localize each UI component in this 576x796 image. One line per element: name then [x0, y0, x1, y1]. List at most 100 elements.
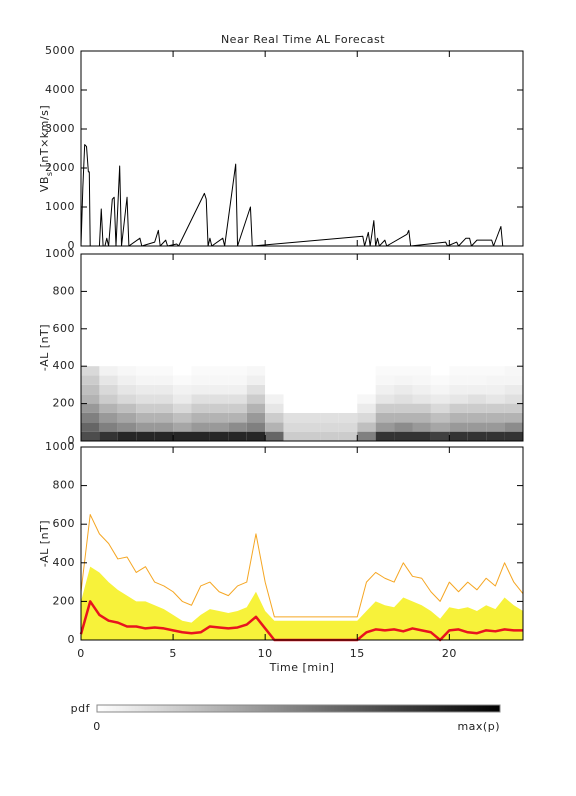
heatmap-cell	[302, 422, 321, 432]
heatmap-cell	[265, 394, 284, 404]
y-tick-label: 2000	[45, 161, 75, 174]
y-tick-label: 800	[53, 479, 76, 492]
heatmap-cell	[486, 366, 505, 376]
heatmap-cell	[430, 366, 450, 376]
heatmap-cell	[246, 412, 266, 423]
heatmap-cell	[302, 403, 321, 413]
heatmap-cell	[486, 375, 505, 385]
heatmap-cell	[357, 403, 376, 413]
heatmap-cell	[228, 394, 247, 404]
heatmap-cell	[338, 412, 358, 423]
heatmap-cell	[504, 403, 523, 413]
heatmap-cell	[99, 403, 118, 413]
heatmap-cell	[136, 431, 155, 441]
heatmap-cell	[191, 431, 210, 441]
heatmap-cell	[430, 412, 450, 423]
heatmap-cell	[246, 403, 266, 413]
heatmap-cell	[154, 366, 174, 376]
heatmap-cell	[283, 422, 302, 432]
heatmap-cell	[99, 375, 118, 385]
heatmap-cell	[117, 412, 137, 423]
heatmap-cell	[467, 412, 487, 423]
heatmap-cell	[136, 412, 155, 423]
heatmap-cell	[467, 422, 487, 432]
x-tick-label: 0	[77, 647, 85, 660]
heatmap-cell	[486, 403, 505, 413]
y-axis-label: -AL [nT]	[38, 324, 51, 371]
heatmap-cell	[504, 422, 523, 432]
heatmap-cell	[191, 375, 210, 385]
heatmap-cell	[283, 431, 302, 441]
heatmap-cell	[302, 366, 321, 376]
heatmap-cell	[394, 412, 413, 423]
heatmap-cell	[302, 431, 321, 441]
heatmap-cell	[265, 403, 284, 413]
y-tick-label: 600	[53, 517, 76, 530]
heatmap-cell	[504, 431, 523, 441]
heatmap-cell	[320, 422, 339, 432]
x-tick-label: 10	[258, 647, 273, 660]
heatmap-cell	[430, 394, 450, 404]
heatmap-cell	[99, 412, 118, 423]
heatmap-cell	[486, 422, 505, 432]
heatmap-cell	[449, 422, 468, 432]
heatmap-cell	[338, 375, 358, 385]
heatmap-cell	[117, 394, 137, 404]
heatmap-cell	[357, 366, 376, 376]
heatmap-cell	[449, 366, 468, 376]
heatmap-cell	[375, 422, 395, 432]
x-tick-label: 5	[169, 647, 177, 660]
heatmap-cell	[394, 384, 413, 395]
heatmap-cell	[467, 403, 487, 413]
heatmap-cell	[117, 422, 137, 432]
heatmap-cell	[154, 394, 174, 404]
heatmap-cell	[191, 403, 210, 413]
heatmap-cell	[486, 384, 505, 395]
heatmap-cell	[504, 412, 523, 423]
heatmap-cell	[338, 431, 358, 441]
y-tick-label: 0	[68, 633, 76, 646]
heatmap-cell	[320, 375, 339, 385]
colorbar	[96, 704, 501, 713]
heatmap-cell	[412, 384, 431, 395]
heatmap-cell	[265, 431, 284, 441]
heatmap-cell	[99, 366, 118, 376]
colorbar-min: 0	[93, 720, 101, 733]
heatmap-cell	[81, 403, 100, 413]
heatmap-cell	[467, 375, 487, 385]
heatmap-cell	[191, 384, 210, 395]
heatmap-cell	[228, 431, 247, 441]
heatmap-cell	[430, 384, 450, 395]
y-axis-label-part: s	[45, 171, 54, 176]
heatmap-cell	[191, 412, 210, 423]
heatmap-cell	[412, 403, 431, 413]
heatmap-cell	[504, 366, 523, 376]
x-tick-label: 15	[350, 647, 365, 660]
heatmap-cell	[191, 422, 210, 432]
line	[80, 514, 524, 618]
heatmap-cell	[375, 412, 395, 423]
heatmap-cell	[357, 422, 376, 432]
heatmap-cell	[320, 403, 339, 413]
heatmap-cell	[228, 422, 247, 432]
heatmap-cell	[449, 375, 468, 385]
heatmap-cell	[412, 366, 431, 376]
heatmap-cell	[154, 384, 174, 395]
heatmap-cell	[283, 403, 302, 413]
heatmap-cell	[265, 422, 284, 432]
y-tick-label: 200	[53, 594, 76, 607]
heatmap-cell	[504, 375, 523, 385]
y-axis-label-part: [nT×km/s]	[38, 105, 51, 172]
heatmap-cell	[394, 375, 413, 385]
heatmap-cell	[320, 366, 339, 376]
heatmap-cell	[81, 412, 100, 423]
heatmap-cell	[99, 422, 118, 432]
heatmap-cell	[283, 412, 302, 423]
heatmap-cell	[467, 366, 487, 376]
plot-frame	[80, 253, 524, 442]
heatmap-cell	[430, 375, 450, 385]
y-tick-label: 1000	[45, 200, 75, 213]
plot-frame	[80, 446, 524, 641]
heatmap-cell	[154, 412, 174, 423]
